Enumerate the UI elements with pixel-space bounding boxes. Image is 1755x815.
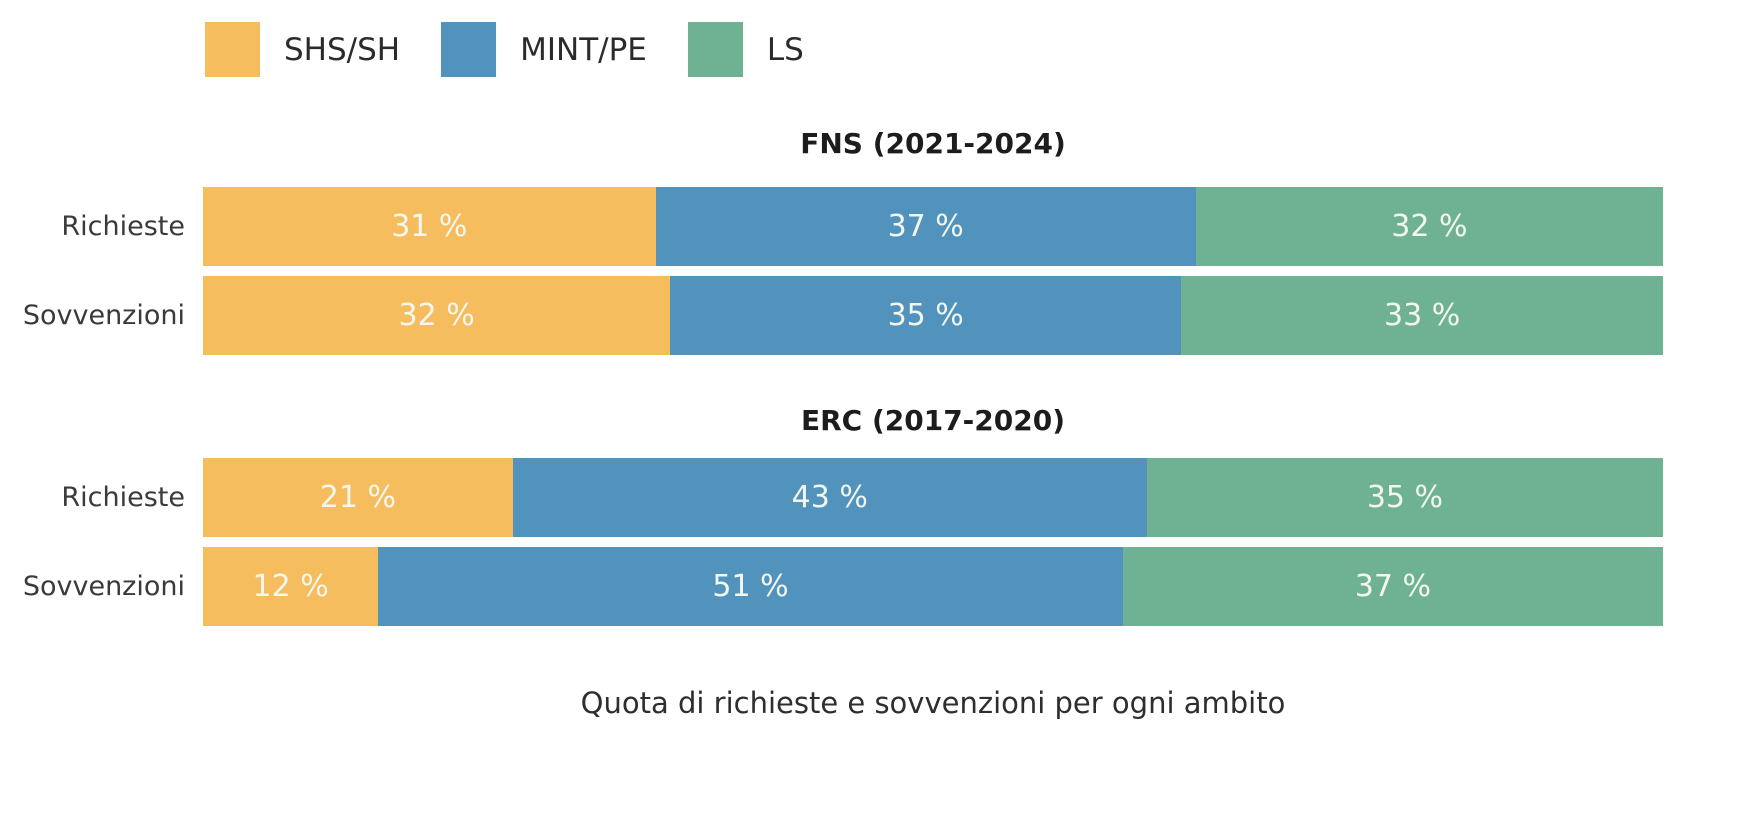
row-label-sovvenzioni: Sovvenzioni [22, 571, 185, 602]
bar-row-fns-2021-2024-sovvenzioni: 32 % 35 % 33 % [203, 276, 1663, 355]
row-label-richieste: Richieste [61, 211, 185, 242]
legend-item-shs-sh: SHS/SH [205, 22, 400, 77]
legend-label: SHS/SH [284, 31, 401, 68]
chart-caption: Quota di richieste e sovvenzioni per ogn… [580, 686, 1286, 720]
bar-segment-shs-sh: 12 % [203, 547, 379, 626]
bar-segment-ls: 32 % [1195, 187, 1663, 266]
bar-segment-mint-pe: 35 % [670, 276, 1182, 355]
legend-label: MINT/PE [520, 31, 647, 68]
legend-swatch-mint-pe [441, 22, 497, 77]
group-title-erc-2017-2020: ERC (2017-2020) [800, 404, 1066, 437]
bar-segment-shs-sh: 31 % [203, 187, 656, 266]
bar-segment-ls: 35 % [1146, 458, 1663, 537]
legend-swatch-shs-sh [205, 22, 260, 77]
bar-segment-mint-pe: 51 % [378, 547, 1123, 626]
bar-segment-mint-pe: 37 % [655, 187, 1196, 266]
bar-segment-shs-sh: 21 % [203, 458, 513, 537]
row-label-sovvenzioni: Sovvenzioni [22, 300, 185, 331]
bar-segment-ls: 33 % [1181, 276, 1663, 355]
group-title-fns-2021-2024: FNS (2021-2024) [800, 127, 1066, 160]
row-label-richieste: Richieste [61, 482, 185, 513]
bar-segment-shs-sh: 32 % [203, 276, 671, 355]
bar-row-fns-2021-2024-richieste: 31 % 37 % 32 % [203, 187, 1663, 266]
bar-row-erc-2017-2020-sovvenzioni: 12 % 51 % 37 % [203, 547, 1663, 626]
chart-legend: SHS/SH MINT/PE LS [205, 22, 804, 77]
legend-label: LS [766, 31, 804, 68]
legend-item-mint-pe: MINT/PE [441, 22, 647, 77]
legend-item-ls: LS [687, 22, 804, 77]
legend-swatch-ls [687, 22, 743, 77]
bar-segment-ls: 37 % [1122, 547, 1663, 626]
bar-segment-mint-pe: 43 % [512, 458, 1147, 537]
bar-row-erc-2017-2020-richieste: 21 % 43 % 35 % [203, 458, 1663, 537]
